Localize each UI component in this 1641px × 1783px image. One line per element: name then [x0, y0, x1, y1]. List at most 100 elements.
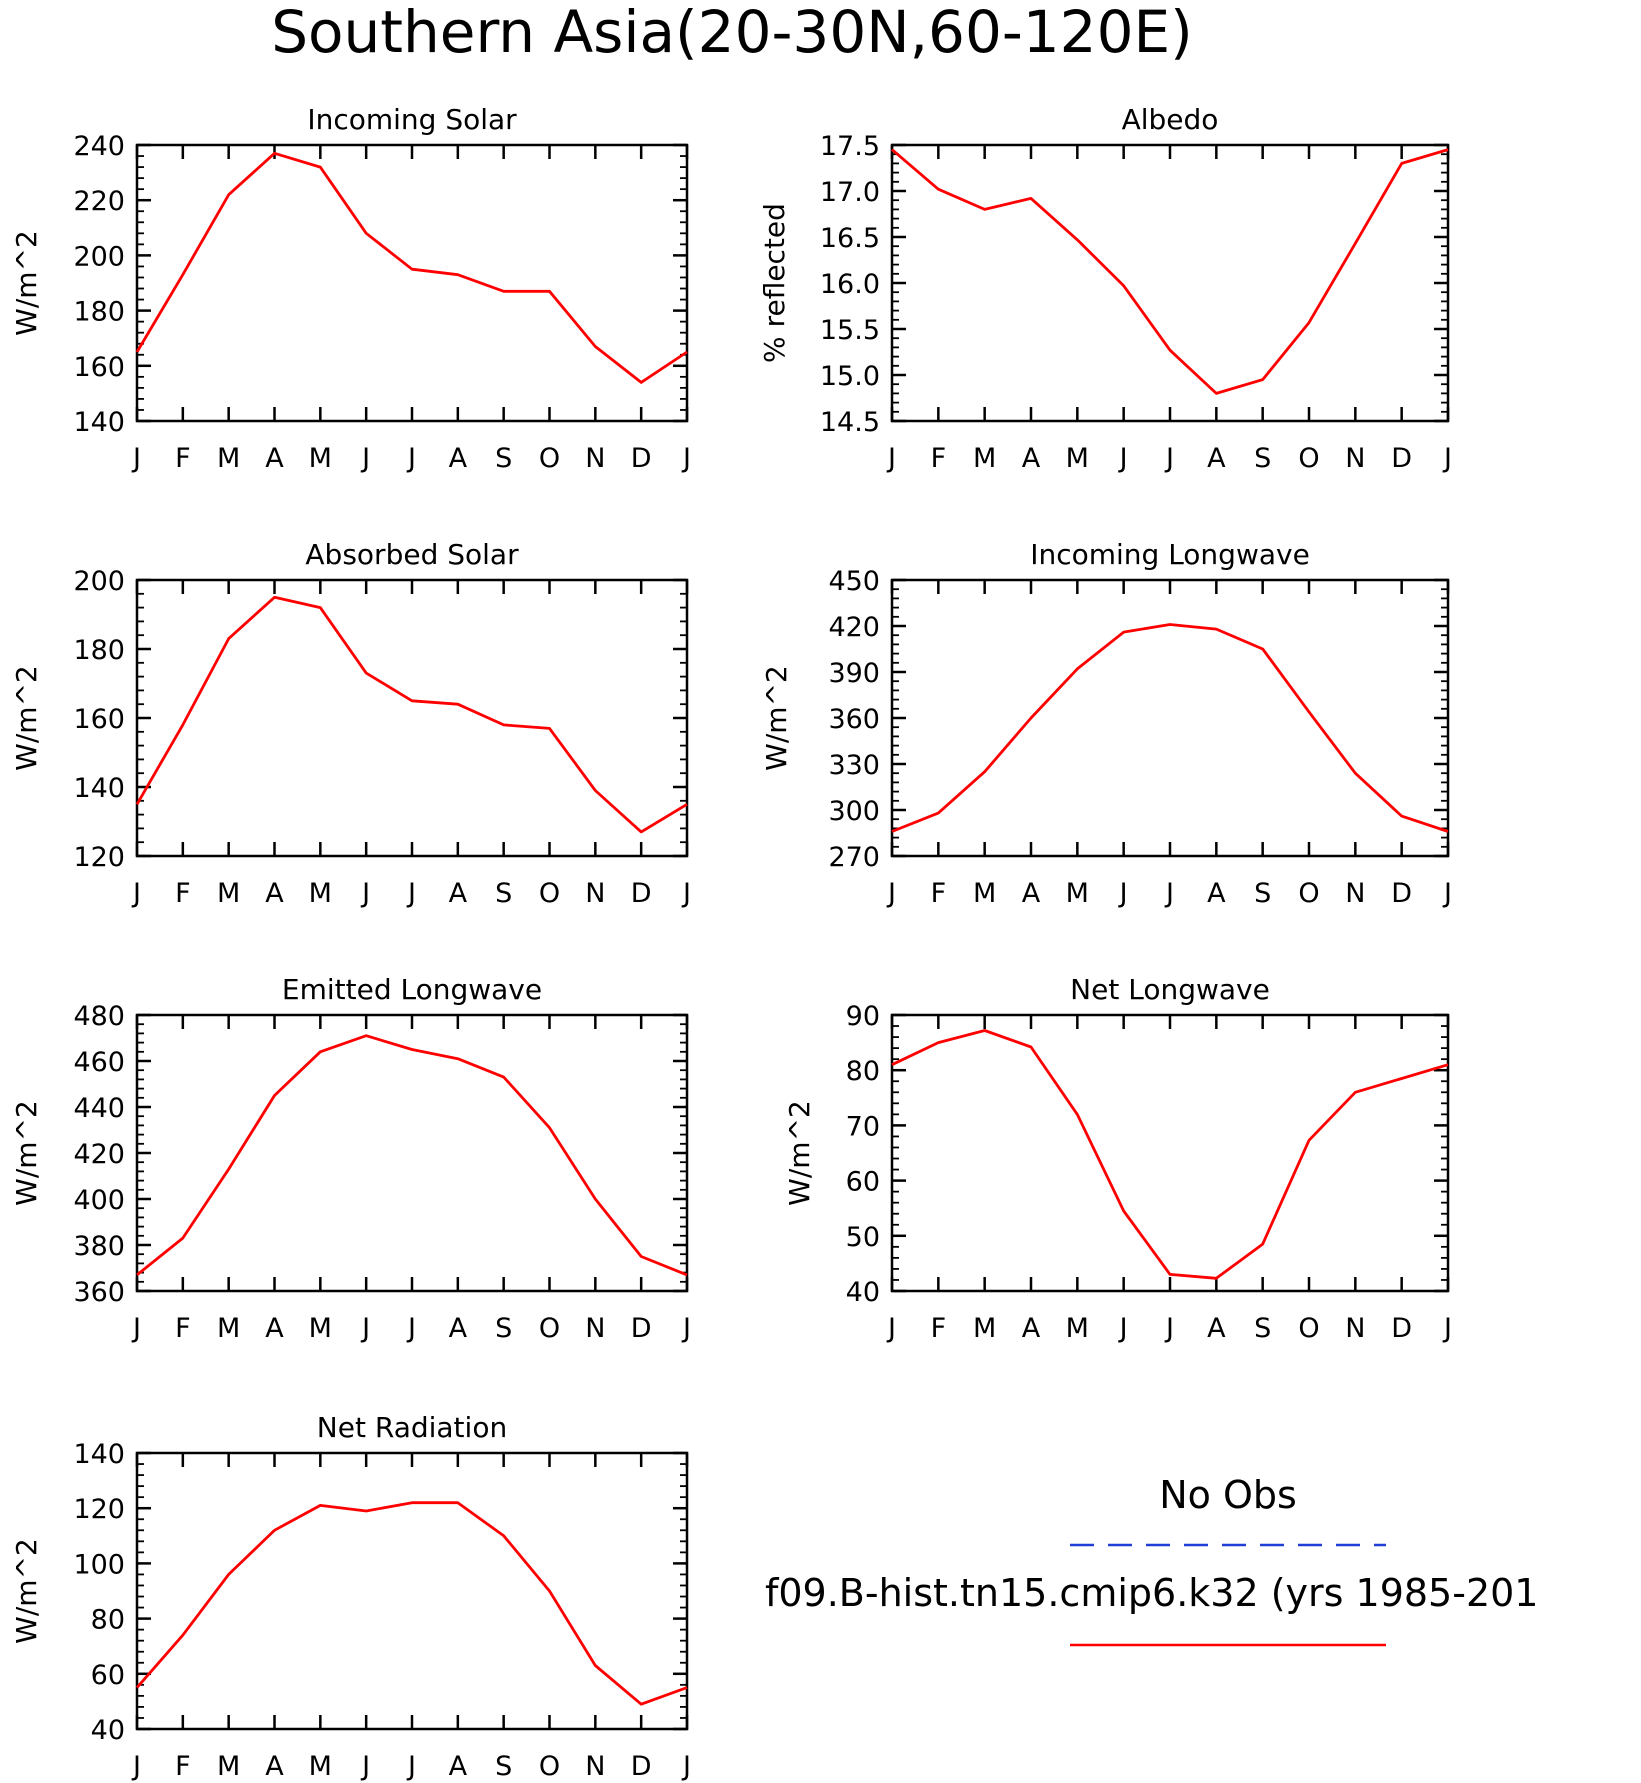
- x-tick-label: A: [1207, 878, 1226, 909]
- x-tick-label: J: [681, 443, 691, 474]
- y-tick-label: 160: [73, 704, 125, 735]
- panel-title: Emitted Longwave: [282, 973, 542, 1006]
- x-tick-label: D: [1391, 443, 1412, 474]
- x-tick-label: S: [495, 1751, 512, 1782]
- x-tick-label: M: [1066, 1313, 1089, 1344]
- x-tick-label: A: [1022, 443, 1041, 474]
- x-tick-label: A: [265, 1313, 284, 1344]
- x-tick-label: M: [309, 443, 332, 474]
- y-tick-label: 14.5: [820, 407, 880, 438]
- y-tick-label: 390: [828, 658, 880, 689]
- x-tick-label: F: [175, 878, 191, 909]
- x-tick-label: O: [539, 1313, 560, 1344]
- x-tick-label: J: [1164, 443, 1174, 474]
- series-line-0: [135, 1501, 688, 1706]
- x-tick-label: M: [1066, 878, 1089, 909]
- x-tick-label: D: [631, 443, 652, 474]
- x-tick-label: F: [175, 1751, 191, 1782]
- x-tick-label: J: [1442, 443, 1452, 474]
- x-tick-label: S: [1254, 1313, 1271, 1344]
- x-tick-label: J: [1442, 878, 1452, 909]
- x-tick-label: J: [406, 1313, 416, 1344]
- x-tick-label: M: [309, 1313, 332, 1344]
- x-tick-label: O: [539, 878, 560, 909]
- x-tick-label: A: [1022, 1313, 1041, 1344]
- x-tick-label: O: [1298, 443, 1319, 474]
- plot-frame: [890, 1013, 1450, 1293]
- y-axis-label: W/m^2: [10, 665, 43, 771]
- x-tick-label: A: [449, 878, 468, 909]
- x-tick-label: M: [309, 1751, 332, 1782]
- x-tick-label: J: [1118, 878, 1128, 909]
- series-line-0: [135, 151, 688, 384]
- y-tick-label: 220: [73, 186, 125, 217]
- y-tick-label: 15.5: [820, 315, 880, 346]
- x-tick-label: J: [406, 878, 416, 909]
- x-tick-label: A: [265, 1751, 284, 1782]
- series-line-0: [891, 623, 1449, 833]
- y-axis-label: % reflected: [758, 203, 791, 363]
- x-tick-label: S: [495, 443, 512, 474]
- x-tick-label: J: [406, 443, 416, 474]
- y-tick-label: 120: [73, 1494, 125, 1525]
- y-tick-label: 450: [828, 566, 880, 597]
- x-tick-label: J: [886, 878, 896, 909]
- x-tick-label: N: [585, 1313, 605, 1344]
- y-tick-label: 400: [73, 1185, 125, 1216]
- x-tick-label: F: [931, 878, 947, 909]
- x-tick-label: A: [1022, 878, 1041, 909]
- y-tick-label: 17.0: [820, 177, 880, 208]
- x-tick-label: J: [131, 443, 141, 474]
- x-tick-label: M: [973, 878, 996, 909]
- x-tick-label: A: [449, 443, 468, 474]
- y-tick-label: 330: [828, 750, 880, 781]
- y-tick-label: 16.5: [820, 223, 880, 254]
- y-tick-label: 80: [846, 1056, 880, 1087]
- x-tick-label: F: [931, 1313, 947, 1344]
- panel-title: Absorbed Solar: [305, 538, 519, 571]
- x-tick-label: M: [217, 878, 240, 909]
- x-tick-label: F: [175, 443, 191, 474]
- x-tick-label: N: [585, 878, 605, 909]
- x-tick-label: F: [175, 1313, 191, 1344]
- x-tick-label: J: [360, 1313, 370, 1344]
- y-tick-label: 460: [73, 1047, 125, 1078]
- y-tick-label: 60: [91, 1660, 125, 1691]
- x-tick-label: A: [265, 443, 284, 474]
- x-tick-label: A: [1207, 1313, 1226, 1344]
- x-tick-label: J: [360, 878, 370, 909]
- x-tick-label: J: [681, 1313, 691, 1344]
- y-tick-label: 60: [846, 1167, 880, 1198]
- y-tick-label: 17.5: [820, 131, 880, 162]
- x-tick-label: A: [449, 1313, 468, 1344]
- y-tick-label: 90: [846, 1001, 880, 1032]
- y-tick-label: 380: [73, 1231, 125, 1262]
- x-tick-label: A: [265, 878, 284, 909]
- y-tick-label: 40: [846, 1277, 880, 1308]
- x-tick-label: N: [585, 1751, 605, 1782]
- x-tick-label: D: [631, 1751, 652, 1782]
- x-tick-label: S: [495, 878, 512, 909]
- plot-frame: [890, 143, 1450, 423]
- x-tick-label: J: [1164, 878, 1174, 909]
- series-line-0: [135, 595, 688, 834]
- y-tick-label: 180: [73, 635, 125, 666]
- x-tick-label: D: [631, 878, 652, 909]
- y-tick-label: 120: [73, 842, 125, 873]
- x-tick-label: A: [449, 1751, 468, 1782]
- x-tick-label: J: [886, 1313, 896, 1344]
- y-tick-label: 200: [73, 566, 125, 597]
- legend: No Obs f09.B-hist.tn15.cmip6.k32 (yrs 19…: [765, 1473, 1538, 1647]
- x-tick-label: J: [131, 878, 141, 909]
- x-tick-label: J: [681, 1751, 691, 1782]
- x-tick-label: J: [1118, 443, 1128, 474]
- y-tick-label: 40: [91, 1715, 125, 1746]
- panel-title: Albedo: [1122, 103, 1219, 136]
